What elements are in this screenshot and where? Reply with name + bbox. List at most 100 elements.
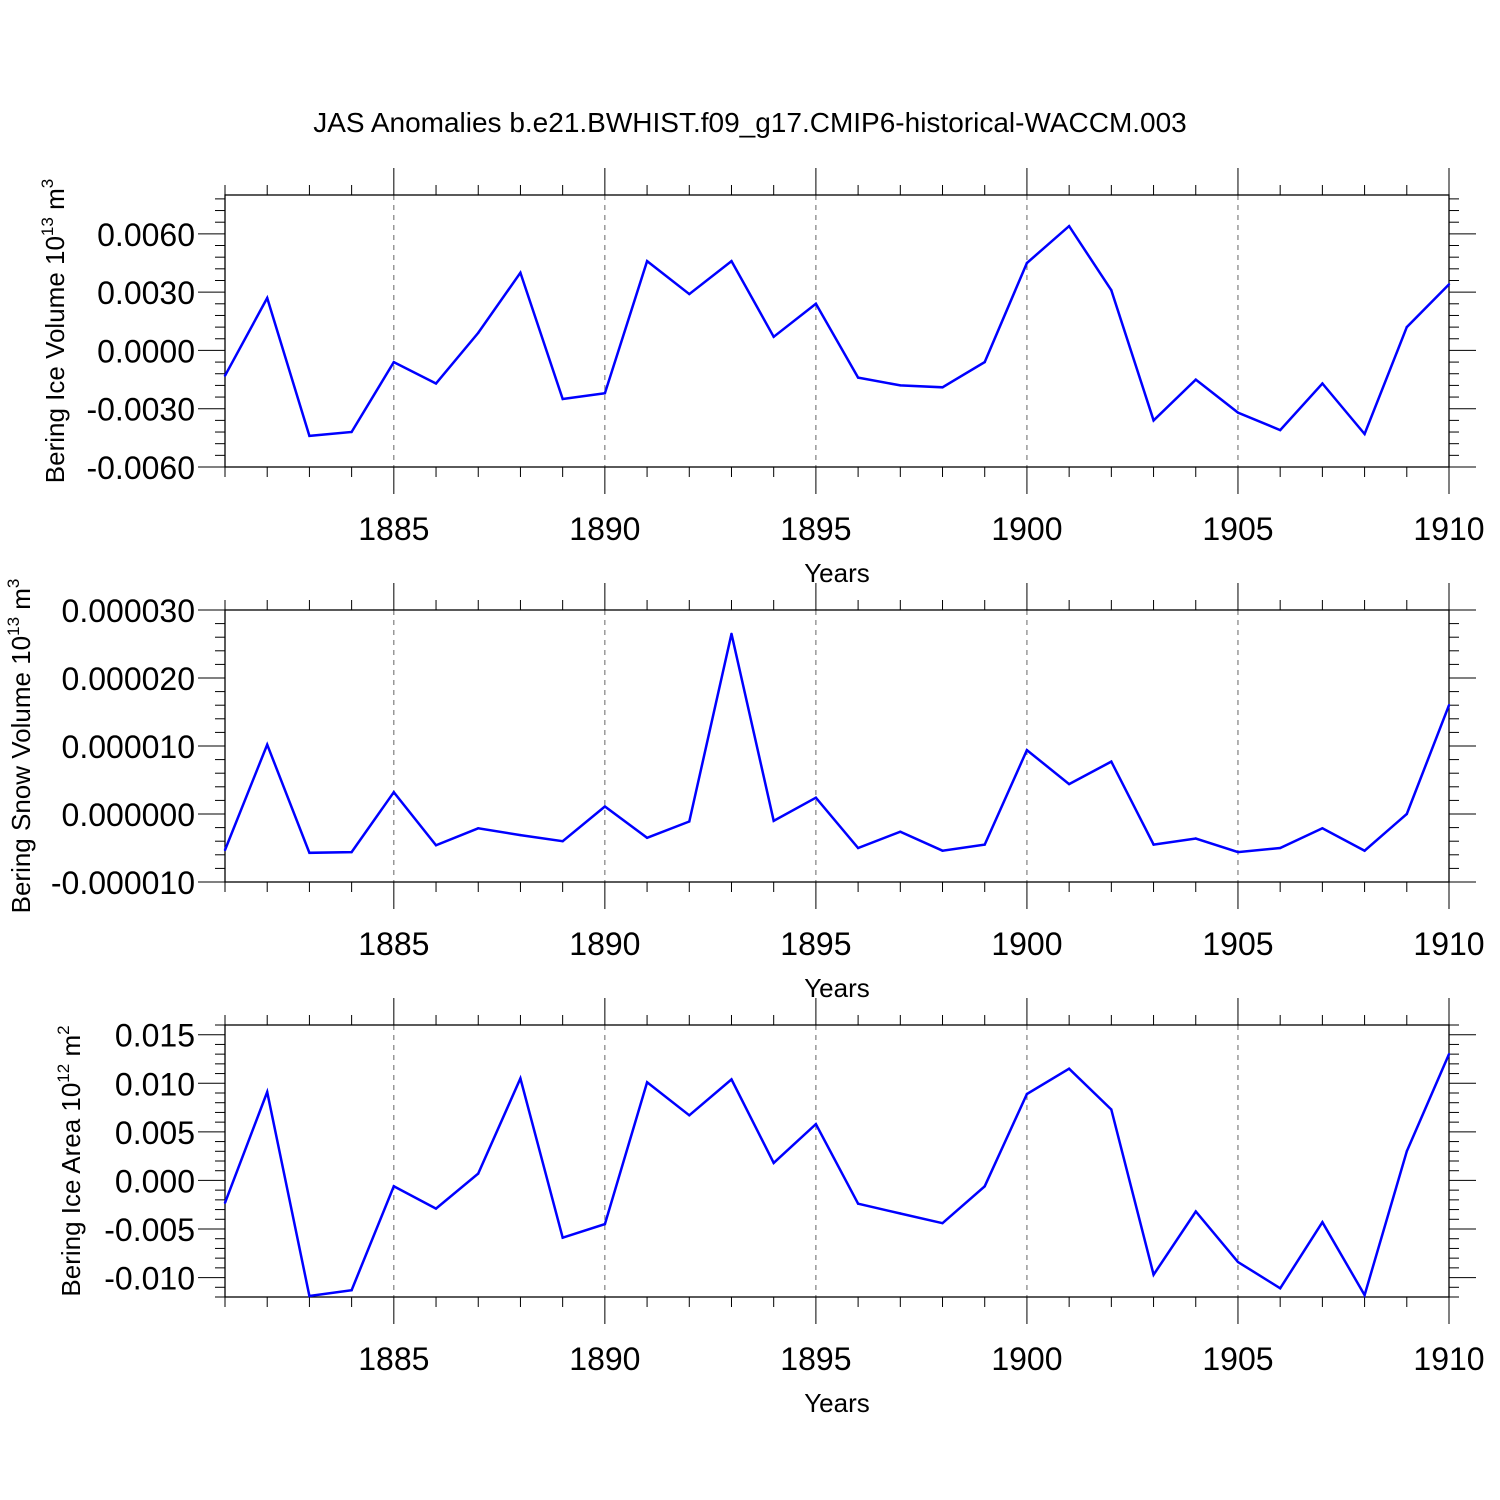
data-point: [1363, 1293, 1366, 1297]
y-axis-label: Bering Ice Area 1012 m2: [54, 1025, 86, 1296]
data-point: [688, 1114, 691, 1117]
data-point: [603, 391, 607, 395]
x-tick-label: 1910: [1413, 926, 1484, 962]
data-point: [392, 791, 396, 794]
series-line: [223, 1053, 1451, 1299]
data-point: [772, 1161, 775, 1165]
x-tick-label: 1885: [358, 926, 429, 962]
y-tick-label: 0.000000: [62, 797, 195, 833]
data-point: [814, 796, 818, 799]
data-point: [1025, 748, 1029, 752]
chart-title: JAS Anomalies b.e21.BWHIST.f09_g17.CMIP6…: [313, 107, 1187, 138]
x-tick-label: 1895: [780, 511, 851, 547]
y-tick-label: 0.0000: [97, 333, 195, 369]
data-point: [1194, 1210, 1197, 1213]
data-point: [983, 360, 986, 364]
y-axis-label: Bering Snow Volume 1013 m3: [4, 579, 36, 914]
data-point: [1110, 289, 1113, 292]
data-point: [1025, 1092, 1029, 1096]
plot-frame: [224, 194, 1450, 468]
data-point: [561, 397, 564, 401]
data-point: [1110, 1108, 1113, 1111]
x-tick-label: 1905: [1202, 1341, 1273, 1377]
y-tick-label: -0.0030: [86, 392, 195, 428]
data-point: [688, 292, 691, 296]
data-point: [856, 846, 860, 850]
data-point: [519, 1077, 522, 1080]
data-point: [983, 843, 986, 846]
y-tick-label: -0.0060: [86, 450, 195, 486]
data-point: [519, 271, 522, 274]
data-point: [899, 1212, 902, 1215]
series-line: [223, 633, 1451, 855]
data-point: [350, 1289, 353, 1292]
x-axis-label: Years: [804, 558, 870, 588]
y-axis-label: Bering Ice Volume 1013 m3: [38, 179, 70, 483]
y-tick-label: 0.005: [115, 1115, 195, 1151]
data-point: [941, 849, 944, 852]
data-point: [434, 1207, 438, 1210]
data-point: [477, 331, 480, 335]
y-tick-label: 0.000010: [62, 729, 195, 765]
data-point: [223, 848, 227, 852]
data-point: [941, 1221, 944, 1225]
data-point: [603, 805, 607, 808]
data-point: [1321, 1221, 1324, 1224]
y-tick-label: 0.000: [115, 1163, 195, 1199]
x-tick-label: 1910: [1413, 511, 1484, 547]
data-point: [1236, 850, 1240, 854]
data-point: [308, 1294, 311, 1298]
data-point: [1278, 846, 1282, 850]
data-point: [223, 1201, 227, 1204]
y-tick-label: -0.005: [104, 1212, 195, 1248]
data-point: [1321, 827, 1324, 830]
data-point: [477, 1172, 480, 1175]
data-point: [350, 850, 353, 854]
data-point: [1405, 325, 1408, 329]
data-point: [1236, 1260, 1240, 1264]
data-point: [899, 830, 902, 833]
data-point: [477, 827, 480, 830]
data-point: [645, 1081, 649, 1084]
data-point: [266, 743, 269, 746]
x-tick-label: 1885: [358, 1341, 429, 1377]
x-axis-label: Years: [804, 973, 870, 1003]
x-tick-label: 1885: [358, 511, 429, 547]
data-point: [814, 1122, 818, 1126]
data-point: [730, 259, 733, 263]
data-point: [856, 376, 860, 379]
data-point: [1110, 760, 1113, 763]
y-tick-label: 0.000020: [62, 661, 195, 697]
x-tick-label: 1890: [569, 1341, 640, 1377]
data-point: [645, 259, 649, 263]
data-point: [434, 844, 438, 847]
y-tick-label: 0.015: [115, 1018, 195, 1054]
data-point: [1152, 419, 1155, 422]
data-point: [1363, 432, 1366, 436]
panel-2: 0.000030 0.000020 0.000010 0.000000 -0.00001…: [4, 579, 1485, 1003]
y-tick-label: 0.0060: [97, 217, 195, 253]
data-point: [645, 836, 649, 839]
data-point: [1236, 411, 1240, 414]
data-point: [730, 1078, 733, 1081]
data-point: [1025, 261, 1029, 265]
x-tick-label: 1895: [780, 926, 851, 962]
data-point: [1278, 1287, 1282, 1290]
data-point: [1067, 782, 1071, 786]
data-point: [519, 833, 522, 837]
data-point: [266, 296, 269, 300]
data-point: [350, 430, 353, 434]
data-point: [1194, 378, 1197, 381]
x-tick-label: 1900: [991, 926, 1062, 962]
panel-3: 0.015 0.010 0.005 0.000 -0.005 -0.010 1885 1890…: [54, 998, 1485, 1418]
x-tick-label: 1895: [780, 1341, 851, 1377]
x-tick-label: 1905: [1202, 511, 1273, 547]
data-point: [730, 632, 733, 635]
data-point: [1447, 704, 1451, 707]
data-point: [772, 819, 775, 822]
data-point: [308, 434, 311, 438]
data-point: [899, 384, 902, 387]
y-tick-label: 0.000030: [62, 593, 195, 629]
y-tick-label: -0.010: [104, 1261, 195, 1297]
